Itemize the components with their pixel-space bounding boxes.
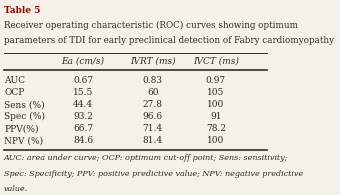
- Text: 44.4: 44.4: [73, 100, 93, 109]
- Text: 100: 100: [207, 136, 224, 145]
- Text: parameters of TDI for early preclinical detection of Fabry cardiomyopathy: parameters of TDI for early preclinical …: [4, 36, 334, 45]
- Text: AUC: AUC: [4, 76, 25, 85]
- Text: Table 5: Table 5: [4, 6, 40, 15]
- Text: OCP: OCP: [4, 88, 24, 97]
- Text: Spec: Specificity; PPV: positive predictive value; NPV: negative predictive: Spec: Specificity; PPV: positive predict…: [4, 170, 303, 178]
- Text: 78.2: 78.2: [206, 124, 226, 133]
- Text: Sens (%): Sens (%): [4, 100, 45, 109]
- Text: 0.83: 0.83: [143, 76, 163, 85]
- Text: 96.6: 96.6: [143, 112, 163, 121]
- Text: 27.8: 27.8: [143, 100, 163, 109]
- Text: 100: 100: [207, 100, 224, 109]
- Text: 0.97: 0.97: [206, 76, 226, 85]
- Text: NPV (%): NPV (%): [4, 136, 43, 145]
- Text: 84.6: 84.6: [73, 136, 93, 145]
- Text: 81.4: 81.4: [143, 136, 163, 145]
- Text: 66.7: 66.7: [73, 124, 93, 133]
- Text: Receiver operating characteristic (ROC) curves showing optimum: Receiver operating characteristic (ROC) …: [4, 21, 298, 30]
- Text: IVRT (ms): IVRT (ms): [130, 57, 175, 66]
- Text: Ea (cm/s): Ea (cm/s): [62, 57, 105, 66]
- Text: AUC: area under curve; OCP: optimum cut-off point; Sens: sensitivity;: AUC: area under curve; OCP: optimum cut-…: [4, 154, 288, 162]
- Text: 60: 60: [147, 88, 158, 97]
- Text: 105: 105: [207, 88, 224, 97]
- Text: value.: value.: [4, 185, 28, 193]
- Text: 93.2: 93.2: [73, 112, 93, 121]
- Text: Spec (%): Spec (%): [4, 112, 45, 121]
- Text: 91: 91: [210, 112, 221, 121]
- Text: 0.67: 0.67: [73, 76, 93, 85]
- Text: IVCT (ms): IVCT (ms): [193, 57, 239, 66]
- Text: PPV(%): PPV(%): [4, 124, 38, 133]
- Text: 71.4: 71.4: [143, 124, 163, 133]
- Text: 15.5: 15.5: [73, 88, 93, 97]
